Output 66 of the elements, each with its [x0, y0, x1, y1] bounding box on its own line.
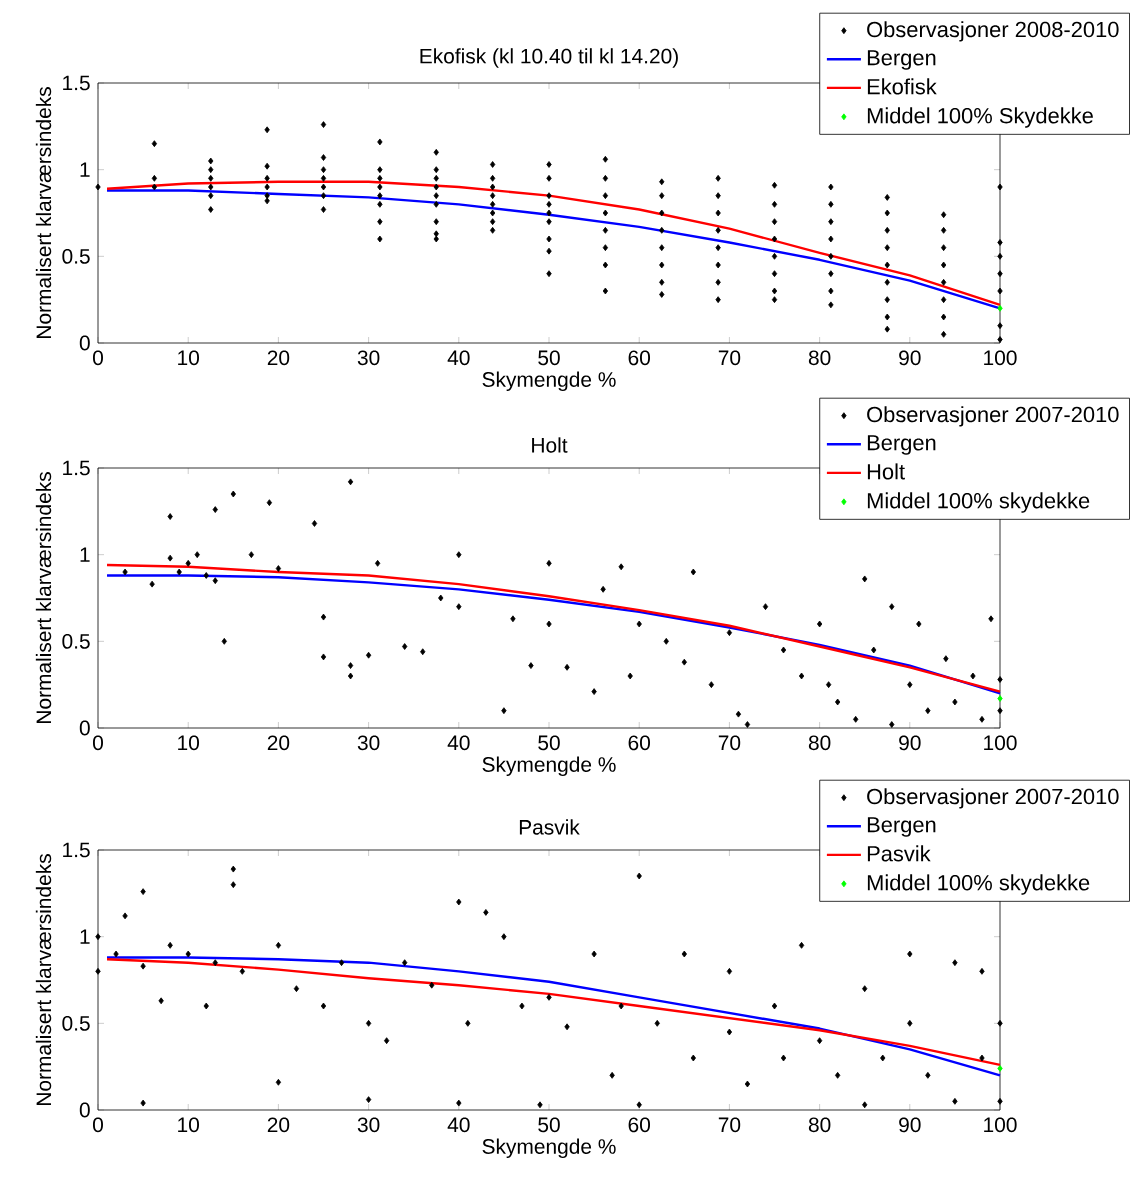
legend-label: Pasvik — [867, 845, 931, 862]
x-axis-title: Skymengde % — [482, 371, 616, 392]
legend-label: Bergen — [867, 817, 936, 837]
x-tick-label: 100 — [984, 350, 1017, 366]
y-tick-label: 1 — [80, 929, 90, 944]
x-tick-label: 60 — [628, 735, 651, 751]
x-tick-label: 90 — [899, 735, 921, 751]
x-tick-label: 0 — [92, 1117, 103, 1133]
chart-title: Holt — [532, 437, 568, 453]
x-tick-label: 60 — [628, 1117, 651, 1133]
legend-label: Ekofisk — [867, 78, 937, 95]
x-tick-label: 50 — [538, 735, 560, 751]
x-tick-label: 20 — [267, 735, 290, 751]
legend-label: Middel 100% skydekke — [867, 874, 1090, 895]
y-tick-label: 1.5 — [63, 75, 90, 91]
legend-label: Holt — [867, 463, 905, 480]
x-tick-label: 30 — [357, 1117, 380, 1133]
y-axis-title: Normalisert klarværsindeks — [35, 472, 52, 724]
x-tick-label: 0 — [92, 735, 103, 751]
x-tick-label: 70 — [718, 735, 741, 751]
chart-title: Ekofisk (kl 10.40 til kl 14.20) — [420, 48, 678, 68]
y-tick-label: 0 — [79, 1102, 90, 1118]
x-tick-label: 10 — [178, 350, 200, 366]
legend-label: Observasjoner 2008-2010 — [867, 21, 1119, 42]
x-tick-label: 80 — [808, 735, 831, 751]
x-tick-label: 20 — [267, 350, 290, 366]
x-tick-label: 70 — [718, 350, 741, 366]
x-tick-label: 80 — [808, 350, 831, 366]
chart-title: Pasvik — [519, 819, 580, 835]
x-tick-label: 30 — [357, 350, 380, 366]
y-axis-title: Normalisert klarværsindeks — [35, 87, 52, 338]
legend-label: Bergen — [867, 435, 936, 455]
x-tick-label: 40 — [447, 735, 470, 751]
y-tick-label: 0 — [79, 335, 90, 351]
x-tick-label: 10 — [178, 1117, 200, 1133]
x-tick-label: 100 — [984, 735, 1017, 751]
x-tick-label: 90 — [899, 1117, 921, 1133]
legend-label: Observasjoner 2007-2010 — [867, 406, 1119, 427]
x-tick-label: 30 — [357, 735, 380, 751]
legend-label: Middel 100% skydekke — [867, 492, 1090, 513]
x-tick-label: 70 — [718, 1117, 741, 1133]
y-tick-label: 0.5 — [62, 248, 90, 264]
x-tick-label: 40 — [447, 1117, 470, 1133]
y-tick-label: 1 — [80, 162, 90, 177]
y-tick-label: 1 — [80, 547, 90, 562]
y-tick-label: 0 — [79, 720, 90, 736]
x-tick-label: 60 — [628, 350, 651, 366]
x-tick-label: 100 — [984, 1117, 1017, 1133]
x-tick-label: 90 — [899, 350, 921, 366]
x-axis-title: Skymengde % — [482, 1138, 616, 1159]
x-tick-label: 20 — [267, 1117, 290, 1133]
x-tick-label: 80 — [808, 1117, 831, 1133]
x-tick-label: 50 — [538, 1117, 560, 1133]
y-tick-label: 1.5 — [63, 842, 90, 858]
legend-label: Middel 100% Skydekke — [867, 107, 1093, 128]
y-tick-label: 0.5 — [62, 633, 90, 649]
x-axis-title: Skymengde % — [482, 756, 616, 777]
y-tick-label: 0.5 — [62, 1015, 90, 1031]
x-tick-label: 40 — [447, 350, 470, 366]
legend-label: Observasjoner 2007-2010 — [867, 788, 1119, 809]
x-tick-label: 0 — [92, 350, 103, 366]
y-axis-title: Normalisert klarværsindeks — [35, 854, 52, 1106]
x-tick-label: 10 — [178, 735, 200, 751]
y-tick-label: 1.5 — [63, 460, 90, 476]
legend-label: Bergen — [867, 50, 936, 70]
x-tick-label: 50 — [538, 350, 560, 366]
